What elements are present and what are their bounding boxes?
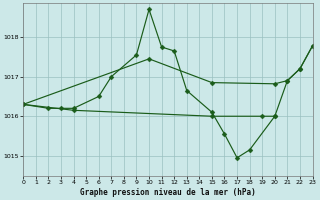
X-axis label: Graphe pression niveau de la mer (hPa): Graphe pression niveau de la mer (hPa) (80, 188, 256, 197)
